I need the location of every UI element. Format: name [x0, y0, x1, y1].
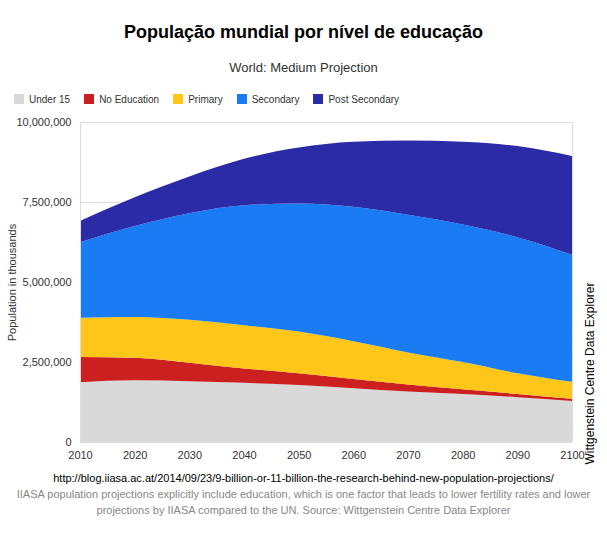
svg-text:2,500,000: 2,500,000 — [23, 356, 72, 368]
html-text:Primary: Primary — [188, 93, 223, 105]
svg-text:2100: 2100 — [560, 449, 584, 461]
svg-text:5,000,000: 5,000,000 — [23, 276, 72, 288]
svg-text:Population in thousands: Population in thousands — [6, 223, 18, 341]
html-text:No Education: No Education — [99, 93, 160, 105]
html-text:Secondary: Secondary — [251, 93, 300, 105]
svg-text:2040: 2040 — [232, 449, 256, 461]
svg-text:2090: 2090 — [506, 449, 530, 461]
svg-text:2010: 2010 — [68, 449, 92, 461]
svg-text:Wittgenstein Centre Data Explo: Wittgenstein Centre Data Explorer — [583, 283, 597, 465]
html-text:IIASA population projections e: IIASA population projections explicitly … — [16, 488, 591, 516]
html-text:Post Secondary: Post Secondary — [328, 93, 400, 105]
html-text:World: Medium Projection: World: Medium Projection — [229, 60, 378, 75]
svg-text:2020: 2020 — [123, 449, 147, 461]
svg-text:2080: 2080 — [451, 449, 475, 461]
html-text:População mundial por nível de: População mundial por nível de educação — [124, 22, 483, 42]
svg-text:10,000,000: 10,000,000 — [16, 116, 71, 128]
svg-text:0: 0 — [65, 436, 71, 448]
svg-text:2070: 2070 — [396, 449, 420, 461]
svg-text:7,500,000: 7,500,000 — [23, 196, 72, 208]
svg-text:2060: 2060 — [342, 449, 366, 461]
html-text:Under 15: Under 15 — [29, 93, 71, 105]
html-text:http://blog.iiasa.ac.at/2014/0: http://blog.iiasa.ac.at/2014/09/23/9-bil… — [53, 472, 554, 484]
svg-text:2050: 2050 — [287, 449, 311, 461]
svg-text:2030: 2030 — [178, 449, 202, 461]
